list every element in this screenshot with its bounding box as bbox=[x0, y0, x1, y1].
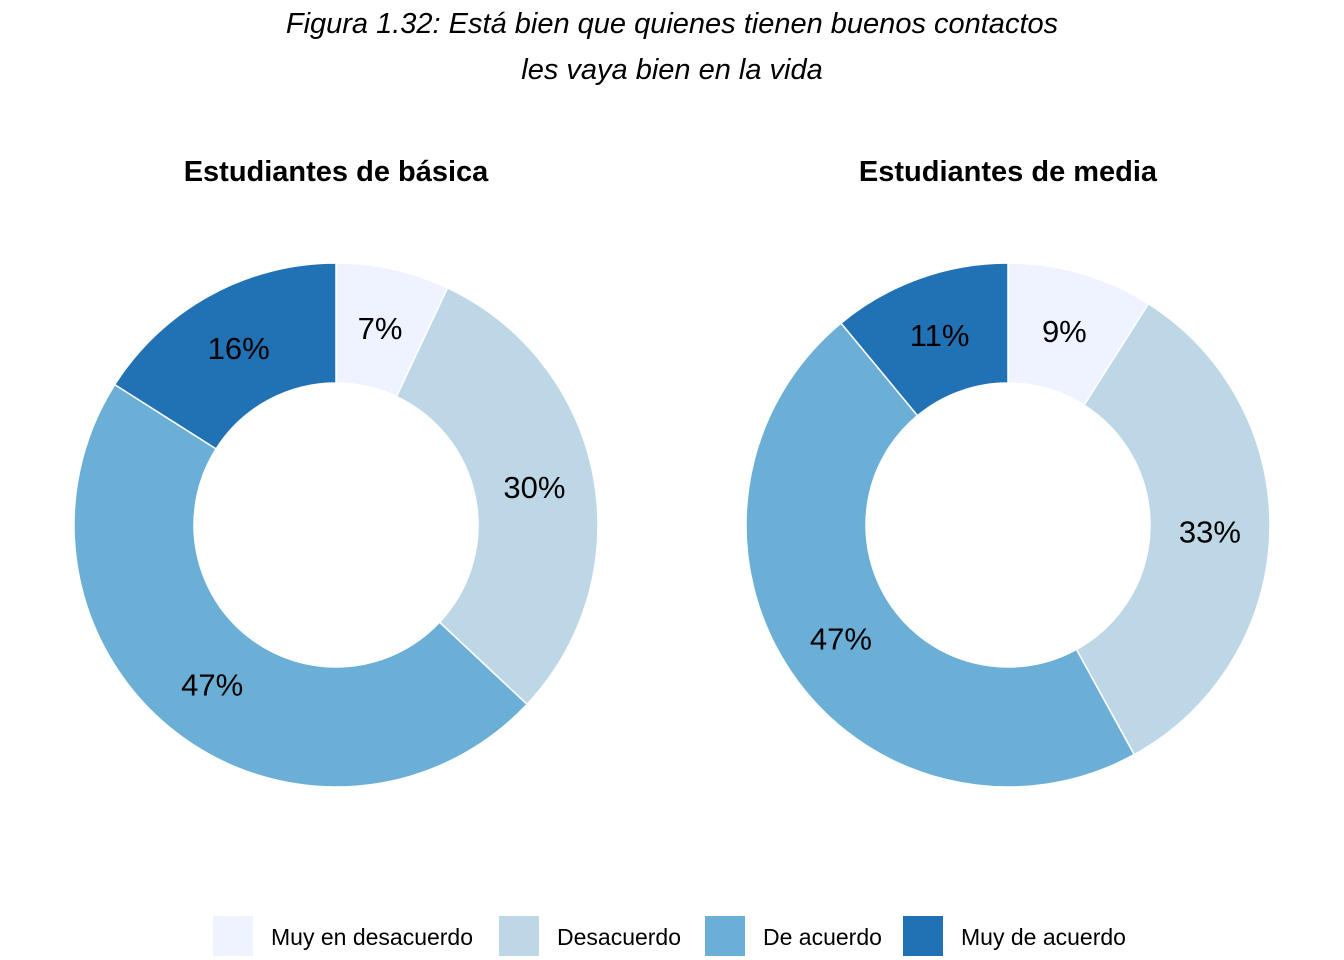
panel-media: Estudiantes de media 9% 33% 47% 11% bbox=[745, 156, 1271, 788]
legend-label-de-acuerdo: De acuerdo bbox=[763, 924, 882, 950]
slice-label-muy-de-acuerdo: 16% bbox=[208, 331, 270, 366]
slice-desacuerdo bbox=[1075, 302, 1271, 756]
slice-desacuerdo bbox=[395, 286, 599, 706]
slice-label-desacuerdo: 30% bbox=[503, 470, 565, 505]
figure-title-line-2: les vaya bien en la vida bbox=[521, 54, 822, 86]
legend-label-muy-en-desacuerdo: Muy en desacuerdo bbox=[271, 924, 473, 950]
slice-label-desacuerdo: 33% bbox=[1179, 514, 1241, 549]
slice-label-muy-en-desacuerdo: 7% bbox=[358, 311, 403, 346]
panel-title-basica: Estudiantes de básica bbox=[184, 156, 489, 188]
slice-muy-de-acuerdo bbox=[839, 262, 1009, 417]
legend: Muy en desacuerdo Desacuerdo De acuerdo Muy… bbox=[213, 916, 1126, 956]
legend-label-desacuerdo: Desacuerdo bbox=[557, 924, 681, 950]
legend-swatch-desacuerdo bbox=[499, 916, 539, 956]
legend-swatch-muy-de-acuerdo bbox=[903, 916, 943, 956]
legend-swatch-muy-en-desacuerdo bbox=[213, 916, 253, 956]
donut-chart-basica: 7% 30% 47% 16% bbox=[73, 262, 599, 788]
slice-label-muy-de-acuerdo: 11% bbox=[910, 318, 970, 353]
legend-swatch-de-acuerdo bbox=[705, 916, 745, 956]
slice-label-de-acuerdo: 47% bbox=[810, 622, 872, 657]
slice-de-acuerdo bbox=[73, 383, 529, 788]
donut-chart-media: 9% 33% 47% 11% bbox=[745, 262, 1271, 788]
legend-label-muy-de-acuerdo: Muy de acuerdo bbox=[961, 924, 1126, 950]
figure-title-line-1: Figura 1.32: Está bien que quienes tiene… bbox=[286, 8, 1058, 40]
slice-muy-de-acuerdo bbox=[113, 262, 337, 450]
panel-basica: Estudiantes de básica 7% 30% 47% 16% bbox=[73, 156, 599, 788]
panel-title-media: Estudiantes de media bbox=[859, 156, 1158, 188]
slice-de-acuerdo bbox=[745, 322, 1136, 788]
slice-label-de-acuerdo: 47% bbox=[181, 668, 243, 703]
slice-label-muy-en-desacuerdo: 9% bbox=[1042, 314, 1087, 349]
